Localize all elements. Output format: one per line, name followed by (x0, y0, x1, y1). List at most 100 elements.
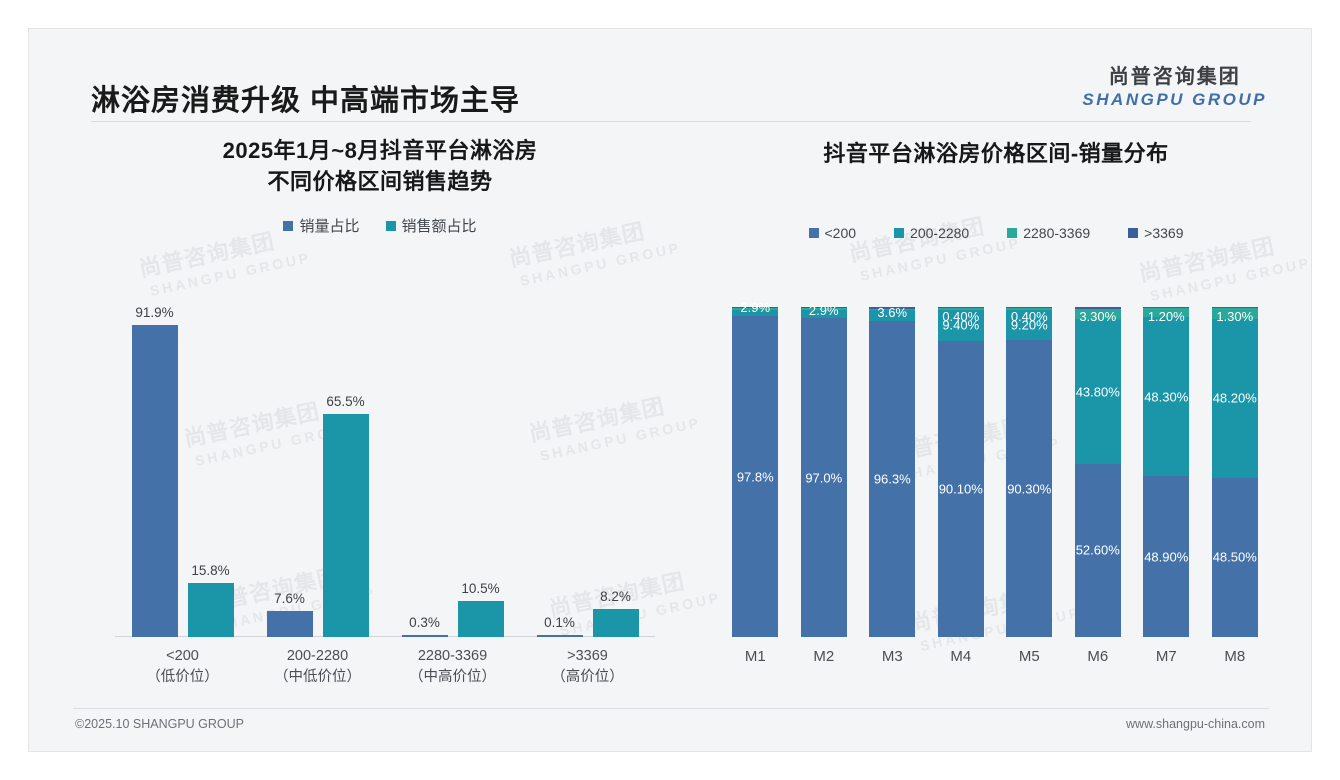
stacked-bar-column[interactable]: 9.40% 90.10% 0.40% M4 (937, 306, 984, 665)
stack-segment[interactable] (732, 309, 779, 317)
category-label-group: >3369 （高价位） (520, 646, 655, 688)
bar-column[interactable]: 15.8% (187, 297, 234, 637)
bar-column[interactable]: 7.6% (266, 297, 313, 637)
category-sublabel: （高价位） (551, 669, 624, 686)
bar-column[interactable]: 0.3% (401, 297, 448, 637)
left-chart-legend: 销量占比 销售额占比 (75, 215, 685, 236)
bar[interactable] (266, 611, 313, 637)
legend-label: 销售额占比 (401, 218, 477, 236)
grouped-bar-plot: 91.9% 15.8% <200 （低价位） 7.6% 65.5% 200-2280 （中低价… (115, 297, 655, 685)
stack-segment[interactable] (800, 309, 847, 319)
stack-segment[interactable]: 43.80% (1074, 319, 1121, 464)
bar-value-label: 0.1% (544, 615, 575, 630)
segment-value-label: 97.8% (736, 469, 774, 485)
bar[interactable] (322, 414, 369, 637)
logo-english-name: SHANGPU GROUP (1082, 90, 1267, 109)
brand-logo: 尚普咨询集团 SHANGPU GROUP (1082, 65, 1267, 110)
stack-segment[interactable] (732, 307, 779, 309)
month-label: M3 (881, 648, 903, 665)
stack-segment[interactable]: 48.90% (1143, 476, 1190, 637)
bar[interactable] (131, 324, 178, 637)
bar-value-label: 7.6% (274, 591, 305, 607)
category-label-group: <200 （低价位） (115, 646, 250, 688)
left-chart-title-line2: 不同价格区间销售趋势 (267, 169, 493, 195)
stack-segment[interactable]: 48.50% (1211, 477, 1258, 637)
stack-segment[interactable] (937, 306, 984, 309)
legend-item-2280-3369[interactable]: 2280-3369 (1007, 225, 1090, 241)
bar-column[interactable]: 8.2% (592, 297, 639, 637)
stack-segment[interactable]: 96.3% (869, 320, 916, 637)
bar-column[interactable]: 65.5% (322, 297, 369, 637)
left-chart-panel: 2025年1月~8月抖音平台淋浴房 不同价格区间销售趋势 销量占比 销售额占比 … (75, 135, 685, 695)
stacked-bar-column[interactable]: 97.0% 2.9% M2 (800, 303, 847, 665)
month-label: M4 (950, 648, 972, 665)
segment-value-label: 48.30% (1144, 389, 1189, 405)
stack-segment[interactable] (1006, 306, 1053, 309)
bar-group: 7.6% 65.5% 200-2280 （中低价位） (250, 297, 385, 685)
stack-segment[interactable]: 97.0% (800, 318, 847, 637)
stacked-bar-column[interactable]: 97.8% 2.9% M1 (732, 300, 779, 665)
legend-item-sales-amount[interactable]: 销售额占比 (385, 215, 477, 236)
stack-segment[interactable]: 9.20% (1006, 309, 1053, 341)
month-label: M7 (1155, 648, 1177, 665)
stack-segment[interactable]: 48.30% (1143, 317, 1190, 477)
stack-segment[interactable] (1211, 306, 1258, 309)
bar-column[interactable]: 91.9% (131, 297, 178, 637)
stack-segment[interactable]: 90.30% (1006, 340, 1053, 637)
stack-segment[interactable] (869, 310, 916, 321)
stack-segment[interactable] (1143, 306, 1190, 309)
bar-group: 91.9% 15.8% <200 （低价位） (115, 297, 250, 685)
stack-segment[interactable]: 48.20% (1211, 319, 1258, 478)
bar-column[interactable]: 0.1% (536, 297, 583, 637)
bar-value-label: 8.2% (600, 589, 631, 605)
stacked-bar-column[interactable]: 96.3% 3.6% M3 (869, 305, 916, 665)
legend-swatch-icon (894, 228, 905, 239)
stack-segment[interactable] (869, 307, 916, 309)
legend-item-sales-volume[interactable]: 销量占比 (283, 215, 360, 236)
legend-swatch-icon (283, 220, 294, 231)
stack-segment[interactable] (1074, 308, 1121, 320)
category-label: >3369 (567, 648, 608, 664)
stack-segment[interactable] (1006, 308, 1053, 310)
stacked-bar-column[interactable]: 48.20% 48.50% 1.30% M8 (1211, 306, 1258, 665)
month-label: M6 (1087, 648, 1109, 665)
stacked-bar-column[interactable]: 43.80% 52.60% 3.30% M6 (1074, 307, 1121, 665)
stack-segment[interactable] (937, 308, 984, 310)
slide-header: 淋浴房消费升级 中高端市场主导 尚普咨询集团 SHANGPU GROUP (29, 29, 1311, 117)
stack-segment[interactable]: 90.10% (937, 340, 984, 637)
legend-item-200-2280[interactable]: 200-2280 (894, 225, 969, 241)
bar[interactable] (592, 609, 639, 637)
stack-segment[interactable] (1211, 308, 1258, 319)
stacked-bar-column[interactable]: 9.20% 90.30% 0.40% M5 (1006, 306, 1053, 665)
legend-swatch-icon (1128, 228, 1139, 239)
page-title: 淋浴房消费升级 中高端市场主导 (91, 85, 521, 117)
stack-segment[interactable]: 9.40% (937, 309, 984, 341)
stack-segment[interactable] (1074, 307, 1121, 309)
bar-value-label: 65.5% (326, 394, 365, 410)
bar-group: 0.1% 8.2% >3369 （高价位） (520, 297, 655, 685)
legend-swatch-icon (808, 228, 819, 239)
category-label: 2280-3369 (417, 648, 488, 664)
legend-label: 销量占比 (299, 218, 360, 236)
bar[interactable] (401, 635, 448, 637)
footer-website: www.shangpu-china.com (1126, 717, 1265, 731)
stack-segment[interactable]: 97.8% (732, 316, 779, 637)
stacked-bar-column[interactable]: 48.30% 48.90% 1.20% M7 (1143, 306, 1190, 665)
segment-value-label: 97.0% (805, 470, 843, 486)
bar-value-label: 0.3% (409, 615, 440, 630)
category-label-group: 2280-3369 （中高价位） (385, 646, 520, 688)
footer-divider (73, 708, 1269, 709)
bar[interactable] (536, 635, 583, 637)
stack-segment[interactable]: 52.60% (1074, 463, 1121, 637)
stack-segment[interactable] (800, 306, 847, 309)
bar[interactable] (187, 583, 234, 637)
stack-segment[interactable] (1143, 308, 1190, 318)
footer-copyright: ©2025.10 SHANGPU GROUP (75, 717, 244, 731)
stack-segment[interactable] (869, 308, 916, 310)
stack-segment[interactable] (800, 308, 847, 310)
legend-item-under-200[interactable]: <200 (808, 225, 856, 241)
bar-column[interactable]: 10.5% (457, 297, 504, 637)
stack-segment[interactable] (732, 308, 779, 310)
legend-item-over-3369[interactable]: >3369 (1128, 225, 1184, 241)
bar[interactable] (457, 601, 504, 637)
